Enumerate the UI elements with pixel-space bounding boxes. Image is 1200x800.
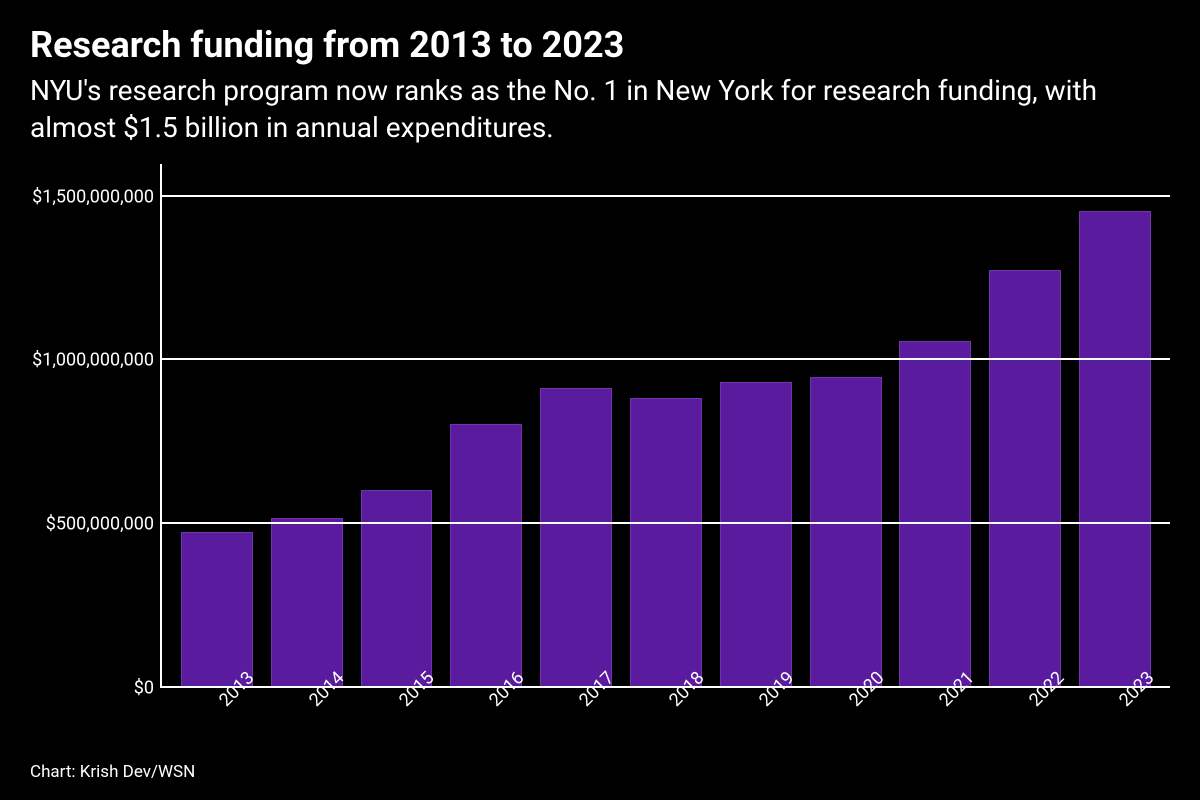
gridline — [162, 195, 1170, 197]
bar — [899, 341, 971, 688]
gridline — [162, 522, 1170, 524]
x-tick-slot: 2015 — [350, 688, 440, 758]
bar-slot — [891, 164, 981, 688]
bar — [810, 377, 882, 688]
bar-slot — [441, 164, 531, 688]
bar — [271, 518, 343, 688]
chart-credit: Chart: Krish Dev/WSN — [30, 762, 1170, 782]
x-tick-slot: 2019 — [710, 688, 800, 758]
x-tick-slot: 2021 — [890, 688, 980, 758]
bar-slot — [262, 164, 352, 688]
x-tick-slot: 2023 — [1070, 688, 1160, 758]
bar — [720, 382, 792, 688]
x-tick-slot: 2022 — [980, 688, 1070, 758]
bar-slot — [531, 164, 621, 688]
x-tick-slot: 2013 — [170, 688, 260, 758]
x-axis: 2013201420152016201720182019202020212022… — [160, 688, 1170, 758]
bars-container — [162, 164, 1170, 688]
bar-slot — [1070, 164, 1160, 688]
y-tick-label: $0 — [134, 678, 154, 699]
bar — [1079, 211, 1151, 688]
bar-slot — [980, 164, 1070, 688]
bar — [361, 490, 433, 688]
y-tick-label: $1,500,000,000 — [32, 186, 154, 207]
chart-subtitle: NYU's research program now ranks as the … — [30, 73, 1170, 146]
bar-slot — [711, 164, 801, 688]
x-tick-slot: 2017 — [530, 688, 620, 758]
bar-slot — [621, 164, 711, 688]
bar — [989, 270, 1061, 688]
bar-chart: $0 $500,000,000 $1,000,000,000 $1,500,000,0… — [30, 164, 1170, 758]
x-tick-slot: 2014 — [260, 688, 350, 758]
bar — [540, 388, 612, 688]
gridline — [162, 358, 1170, 360]
bar-slot — [352, 164, 442, 688]
x-tick-slot: 2016 — [440, 688, 530, 758]
x-tick-slot: 2020 — [800, 688, 890, 758]
bar-slot — [172, 164, 262, 688]
y-axis: $0$500,000,000$1,000,000,000$1,500,000,0… — [30, 164, 160, 688]
bar — [181, 532, 253, 688]
chart-title: Research funding from 2013 to 2023 — [30, 24, 1170, 67]
bar — [450, 424, 522, 688]
x-tick-slot: 2018 — [620, 688, 710, 758]
y-tick-label: $500,000,000 — [46, 514, 154, 535]
bar — [630, 398, 702, 688]
plot-area — [160, 164, 1170, 688]
y-tick-label: $1,000,000,000 — [32, 350, 154, 371]
bar-slot — [801, 164, 891, 688]
